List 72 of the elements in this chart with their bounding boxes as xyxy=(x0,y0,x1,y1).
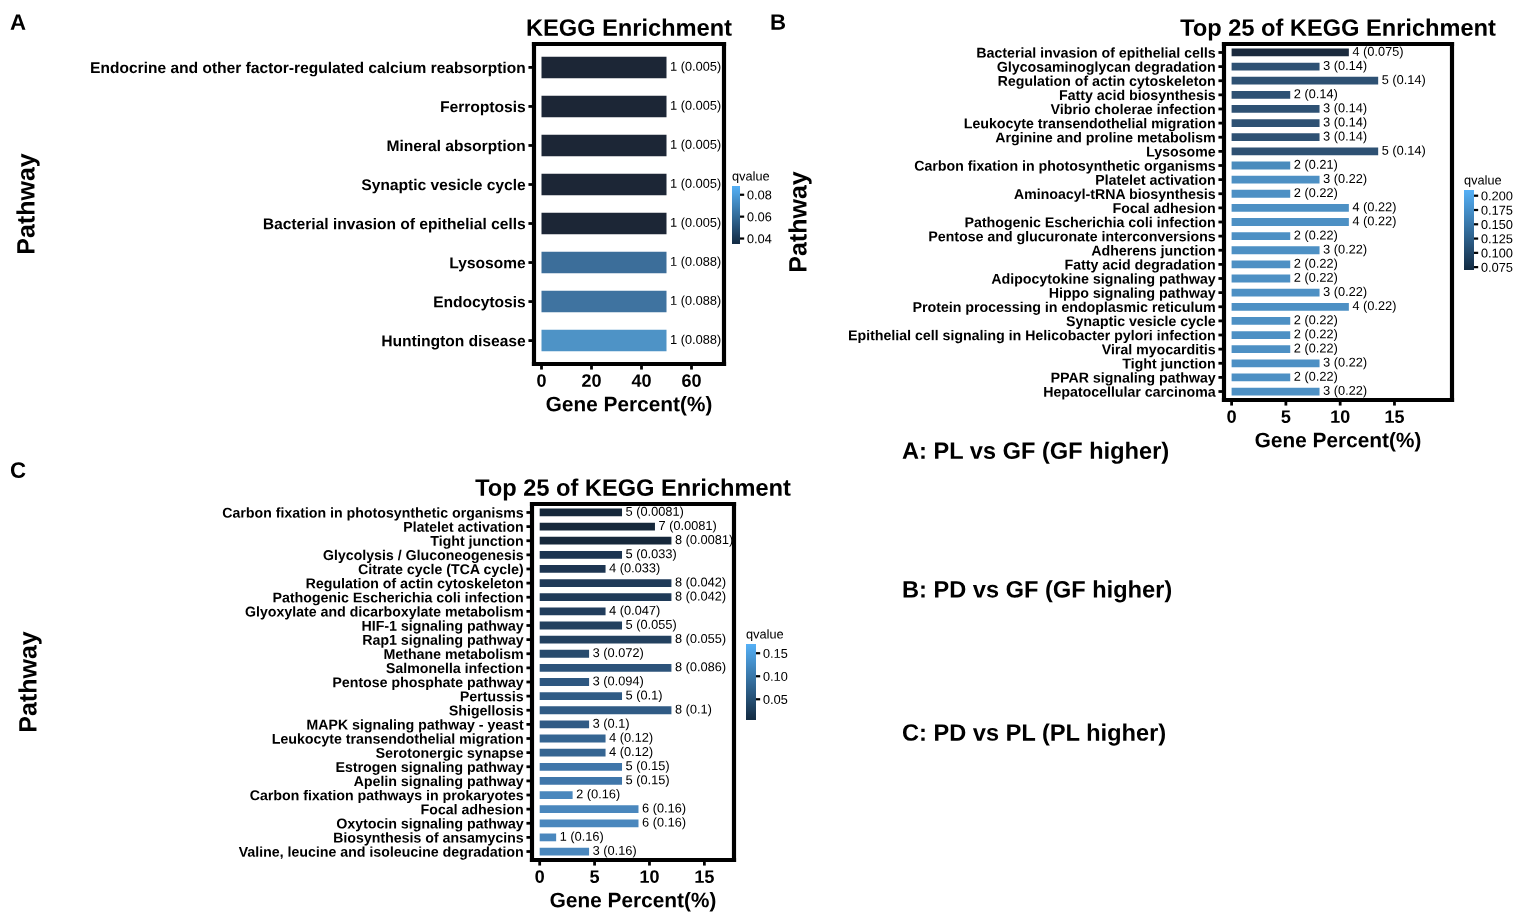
bar xyxy=(1231,288,1320,297)
bar xyxy=(539,593,672,602)
x-tick-label: 5 xyxy=(590,870,600,883)
y-axis-title: Pathway xyxy=(16,153,40,254)
bar xyxy=(539,579,672,587)
bar xyxy=(539,706,672,715)
x-tick-label: 60 xyxy=(682,374,701,387)
bar xyxy=(539,678,590,686)
bar xyxy=(539,791,573,799)
bar xyxy=(1231,317,1291,325)
bar xyxy=(1231,359,1320,368)
chart-title: KEGG Enrichment xyxy=(527,18,732,36)
x-tick-label: 40 xyxy=(631,374,651,387)
text: C: PD vs PL (PL higher) xyxy=(902,723,1165,746)
bar xyxy=(539,621,623,630)
bar xyxy=(539,550,623,559)
x-tick-label: 10 xyxy=(1331,410,1350,423)
bar xyxy=(1231,133,1320,142)
bar xyxy=(539,635,672,644)
y-axis-title: Pathway xyxy=(18,631,42,732)
x-tick-label: 0 xyxy=(537,374,546,387)
x-axis-title: Gene Percent(%) xyxy=(546,396,712,416)
bar xyxy=(1231,345,1291,354)
bar xyxy=(539,607,606,616)
bar xyxy=(1231,302,1349,311)
x-tick-label: 10 xyxy=(640,870,659,883)
text: B xyxy=(771,14,786,30)
text: A xyxy=(10,14,26,30)
x-axis-title: Gene Percent(%) xyxy=(1255,432,1421,452)
x-tick-label: 20 xyxy=(582,374,601,387)
x-tick-label: 0 xyxy=(1227,410,1236,423)
bar xyxy=(539,748,606,757)
bar xyxy=(539,536,672,545)
bar xyxy=(539,565,606,573)
y-axis-title: Pathway xyxy=(788,171,812,272)
text: A: PL vs GF (GF higher) xyxy=(902,441,1168,464)
bar xyxy=(1231,119,1320,127)
bar xyxy=(539,734,606,743)
bar xyxy=(1231,246,1320,255)
bar xyxy=(539,777,623,785)
bar xyxy=(1231,175,1320,184)
bar xyxy=(539,508,623,517)
text: C xyxy=(10,462,26,478)
bar xyxy=(539,663,672,672)
bar xyxy=(1231,90,1291,99)
x-axis-title: Gene Percent(%) xyxy=(550,892,716,912)
x-tick-label: 5 xyxy=(1281,410,1291,423)
x-tick-label: 15 xyxy=(1385,410,1404,423)
chart-title: Top 25 of KEGG Enrichment xyxy=(475,478,791,501)
bar xyxy=(1231,218,1349,226)
bar xyxy=(539,805,639,814)
bar xyxy=(539,522,655,531)
bar xyxy=(1231,331,1291,339)
bar xyxy=(539,819,639,828)
bar xyxy=(1231,260,1291,269)
bar xyxy=(539,649,590,658)
bar xyxy=(1231,189,1291,198)
bar xyxy=(1231,203,1349,212)
bar xyxy=(1231,105,1320,113)
bar xyxy=(1231,387,1320,396)
bar xyxy=(1231,232,1291,241)
text: B: PD vs GF (GF higher) xyxy=(903,580,1172,603)
x-tick-label: 15 xyxy=(695,870,714,883)
bar xyxy=(1231,48,1349,57)
bar xyxy=(539,692,623,701)
chart-title: Top 25 of KEGG Enrichment xyxy=(1180,18,1496,41)
x-tick-label: 0 xyxy=(535,870,544,883)
bar xyxy=(1231,147,1379,156)
bar xyxy=(539,720,590,729)
bar xyxy=(1231,76,1379,85)
bar xyxy=(539,762,623,771)
bar xyxy=(1231,62,1320,71)
